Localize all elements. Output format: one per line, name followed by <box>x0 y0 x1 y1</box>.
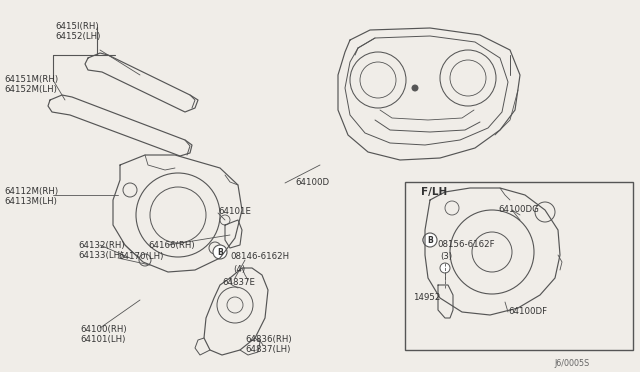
Text: 64837E: 64837E <box>222 278 255 287</box>
Text: 64113M(LH): 64113M(LH) <box>4 197 57 206</box>
Text: 08156-6162F: 08156-6162F <box>437 240 495 249</box>
Text: 64152M(LH): 64152M(LH) <box>4 85 57 94</box>
Text: 64100DF: 64100DF <box>508 307 547 316</box>
Circle shape <box>423 233 437 247</box>
Circle shape <box>412 85 418 91</box>
Circle shape <box>440 263 450 273</box>
Text: B: B <box>427 235 433 244</box>
Text: 64133(LH): 64133(LH) <box>78 251 124 260</box>
Text: 64837(LH): 64837(LH) <box>245 345 291 354</box>
Text: F/LH: F/LH <box>421 187 447 197</box>
Text: 64151M(RH): 64151M(RH) <box>4 75 58 84</box>
Text: 64152(LH): 64152(LH) <box>55 32 100 41</box>
Text: 64836(RH): 64836(RH) <box>245 335 292 344</box>
Text: 14952: 14952 <box>413 293 440 302</box>
Text: 64170(LH): 64170(LH) <box>118 252 163 261</box>
Text: 64101(LH): 64101(LH) <box>80 335 125 344</box>
Circle shape <box>213 245 227 259</box>
Text: 64100D: 64100D <box>295 178 329 187</box>
Text: J6/0005S: J6/0005S <box>555 359 590 368</box>
Text: 6415I(RH): 6415I(RH) <box>55 22 99 31</box>
Text: 64166(RH): 64166(RH) <box>148 241 195 250</box>
Text: 64100(RH): 64100(RH) <box>80 325 127 334</box>
Text: 64132(RH): 64132(RH) <box>78 241 125 250</box>
Bar <box>405 182 633 350</box>
Text: 64101E: 64101E <box>218 207 251 216</box>
Text: 64100DG: 64100DG <box>498 205 539 214</box>
Text: 64112M(RH): 64112M(RH) <box>4 187 58 196</box>
Text: (3): (3) <box>440 252 452 261</box>
Text: B: B <box>217 247 223 257</box>
Text: (4): (4) <box>233 265 245 274</box>
Text: 08146-6162H: 08146-6162H <box>230 252 289 261</box>
